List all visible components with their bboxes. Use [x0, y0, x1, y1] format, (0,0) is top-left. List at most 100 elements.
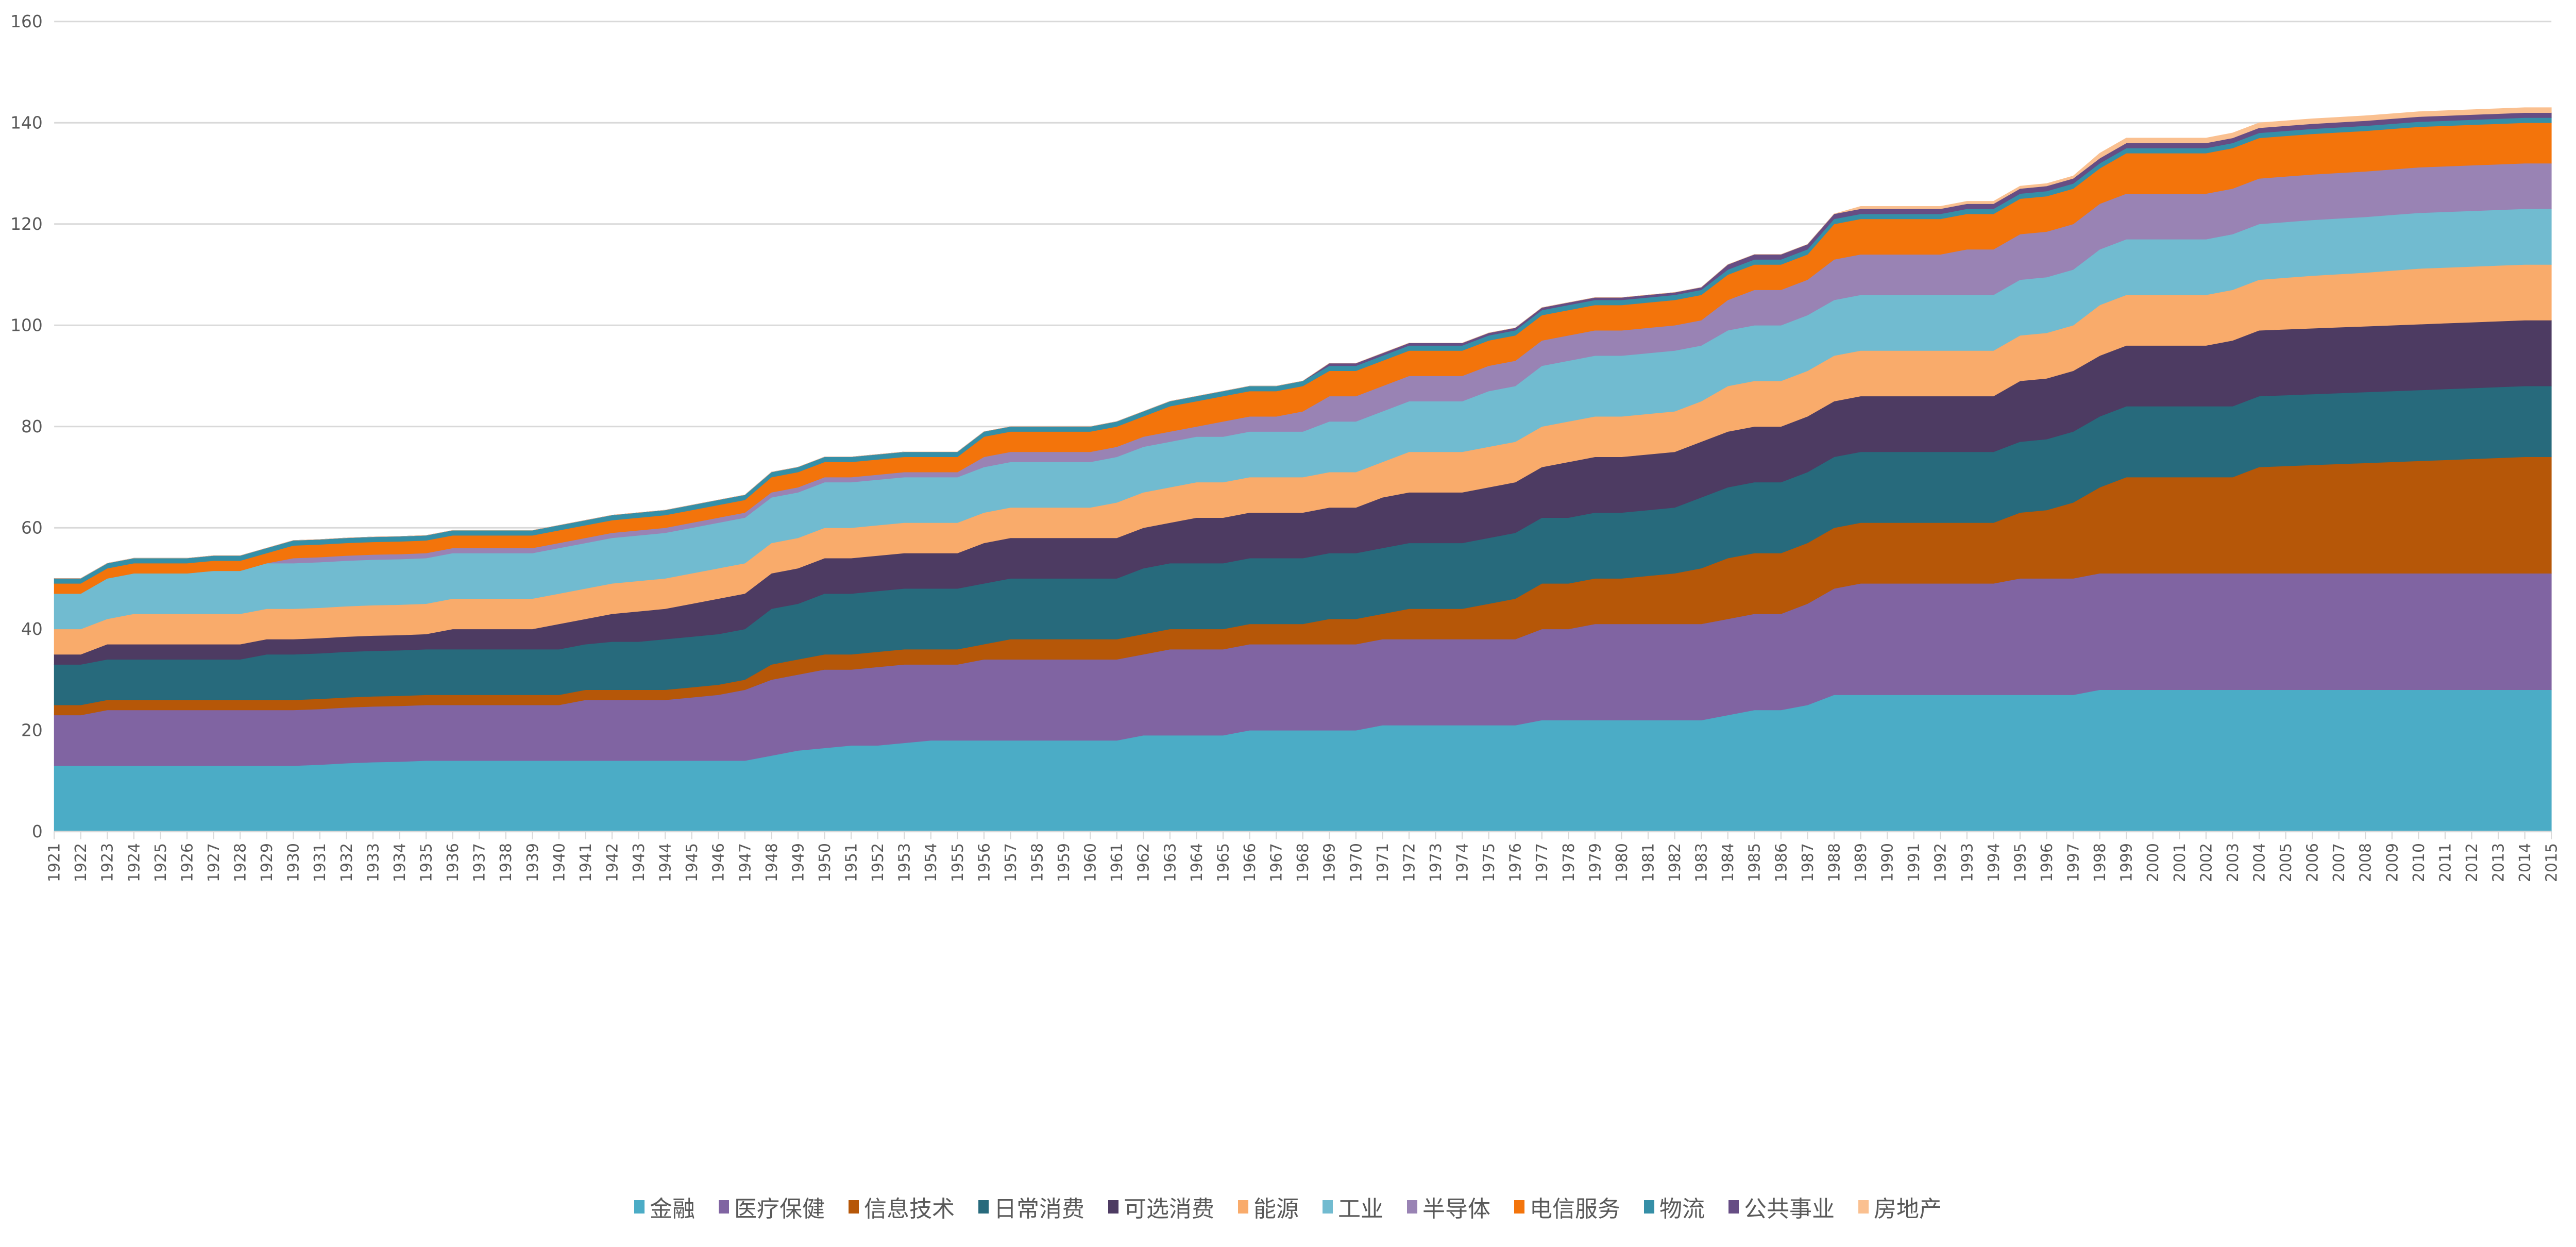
legend-swatch — [978, 1200, 989, 1214]
x-tick-label: 1934 — [391, 843, 409, 882]
x-tick-label: 1949 — [789, 843, 807, 882]
y-tick-label: 0 — [32, 822, 43, 841]
x-tick-label: 1952 — [869, 843, 887, 882]
x-tick-label: 1983 — [1693, 843, 1711, 882]
x-tick-label: 1976 — [1507, 843, 1525, 882]
x-tick-label: 1986 — [1772, 843, 1790, 882]
legend-swatch — [1728, 1200, 1739, 1214]
x-tick-label: 1985 — [1746, 843, 1764, 882]
x-tick-label: 1954 — [922, 843, 940, 882]
x-tick-label: 1924 — [125, 843, 143, 882]
x-tick-label: 1951 — [843, 843, 861, 882]
x-tick-label: 1980 — [1613, 843, 1631, 882]
x-tick-label: 1996 — [2038, 843, 2056, 882]
x-tick-label: 2003 — [2224, 843, 2242, 882]
legend-swatch — [1514, 1200, 1524, 1214]
y-tick-label: 160 — [10, 12, 43, 31]
legend-swatch — [719, 1200, 729, 1214]
x-tick-label: 1923 — [99, 843, 117, 882]
x-tick-label: 1988 — [1825, 843, 1843, 882]
legend-item: 医疗保健 — [719, 1190, 825, 1223]
x-tick-label: 1994 — [1985, 843, 2003, 882]
x-axis: 1921 1922 1923 1924 1925 1926 1927 1928 1929 1930… — [46, 831, 2561, 882]
x-tick-label: 1960 — [1082, 843, 1100, 882]
legend-swatch — [1323, 1200, 1333, 1214]
legend-swatch — [1858, 1200, 1869, 1214]
legend: 金融 医疗保健 信息技术 日常消费 可选消费 能源 工业 半导体 电信服务 物流… — [0, 1190, 2576, 1223]
x-tick-label: 1977 — [1533, 843, 1551, 882]
x-tick-label: 1941 — [577, 843, 595, 882]
x-tick-label: 1963 — [1161, 843, 1179, 882]
legend-item: 能源 — [1238, 1190, 1299, 1223]
x-tick-label: 1998 — [2091, 843, 2109, 882]
x-tick-label: 1956 — [975, 843, 993, 882]
legend-label: 电信服务 — [1530, 1196, 1620, 1222]
x-tick-label: 2002 — [2197, 843, 2215, 882]
x-tick-label: 1964 — [1188, 843, 1206, 882]
legend-label: 可选消费 — [1124, 1196, 1214, 1222]
x-tick-label: 1943 — [630, 843, 648, 882]
y-tick-label: 40 — [21, 619, 43, 639]
legend-label: 日常消费 — [994, 1196, 1084, 1222]
x-tick-label: 1944 — [657, 843, 675, 882]
legend-label: 房地产 — [1874, 1196, 1942, 1222]
x-tick-label: 1926 — [178, 843, 196, 882]
x-tick-label: 1987 — [1799, 843, 1817, 882]
area-series — [54, 107, 2552, 832]
x-tick-label: 1921 — [46, 843, 64, 882]
x-tick-label: 1992 — [1932, 843, 1950, 882]
x-tick-label: 1966 — [1241, 843, 1259, 882]
x-tick-label: 1969 — [1321, 843, 1339, 882]
x-tick-label: 1981 — [1639, 843, 1657, 882]
x-tick-label: 1940 — [550, 843, 568, 882]
x-tick-label: 2010 — [2410, 843, 2428, 882]
legend-label: 半导体 — [1422, 1196, 1490, 1222]
x-tick-label: 2013 — [2490, 843, 2508, 882]
x-tick-label: 2008 — [2357, 843, 2375, 882]
x-tick-label: 2005 — [2277, 843, 2295, 882]
legend-swatch — [849, 1200, 859, 1214]
x-tick-label: 1959 — [1055, 843, 1073, 882]
x-tick-label: 1927 — [205, 843, 223, 882]
x-tick-label: 1946 — [710, 843, 728, 882]
x-tick-label: 1999 — [2118, 843, 2136, 882]
x-tick-label: 1928 — [232, 843, 250, 882]
legend-item: 可选消费 — [1108, 1190, 1214, 1223]
x-tick-label: 1936 — [444, 843, 462, 882]
y-tick-label: 20 — [21, 720, 43, 740]
x-tick-label: 2004 — [2250, 843, 2268, 882]
x-tick-label: 1991 — [1905, 843, 1923, 882]
x-tick-label: 1961 — [1108, 843, 1126, 882]
legend-swatch — [1644, 1200, 1654, 1214]
x-tick-label: 1953 — [896, 843, 914, 882]
x-tick-label: 1997 — [2065, 843, 2083, 882]
y-tick-label: 60 — [21, 518, 43, 537]
x-tick-label: 2012 — [2463, 843, 2481, 882]
x-tick-label: 2015 — [2543, 843, 2561, 882]
x-tick-label: 1967 — [1268, 843, 1286, 882]
x-tick-label: 1929 — [258, 843, 276, 882]
x-tick-label: 1930 — [285, 843, 303, 882]
x-tick-label: 1948 — [763, 843, 781, 882]
x-tick-label: 1945 — [683, 843, 701, 882]
x-tick-label: 1975 — [1480, 843, 1498, 882]
x-tick-label: 1993 — [1958, 843, 1976, 882]
x-tick-label: 1979 — [1586, 843, 1604, 882]
legend-item: 公共事业 — [1728, 1190, 1835, 1223]
x-tick-label: 1932 — [338, 843, 356, 882]
x-tick-label: 1968 — [1294, 843, 1312, 882]
x-tick-label: 1974 — [1454, 843, 1472, 882]
legend-item: 日常消费 — [978, 1190, 1084, 1223]
x-tick-label: 1989 — [1852, 843, 1870, 882]
legend-item: 信息技术 — [849, 1190, 955, 1223]
x-tick-label: 1922 — [72, 843, 90, 882]
x-tick-label: 1938 — [497, 843, 515, 882]
x-tick-label: 1942 — [603, 843, 621, 882]
legend-swatch — [1238, 1200, 1248, 1214]
legend-item: 房地产 — [1858, 1190, 1942, 1223]
x-tick-label: 1939 — [524, 843, 542, 882]
x-tick-label: 1958 — [1028, 843, 1046, 882]
area-房地产 — [54, 107, 2552, 579]
x-tick-label: 1931 — [311, 843, 329, 882]
